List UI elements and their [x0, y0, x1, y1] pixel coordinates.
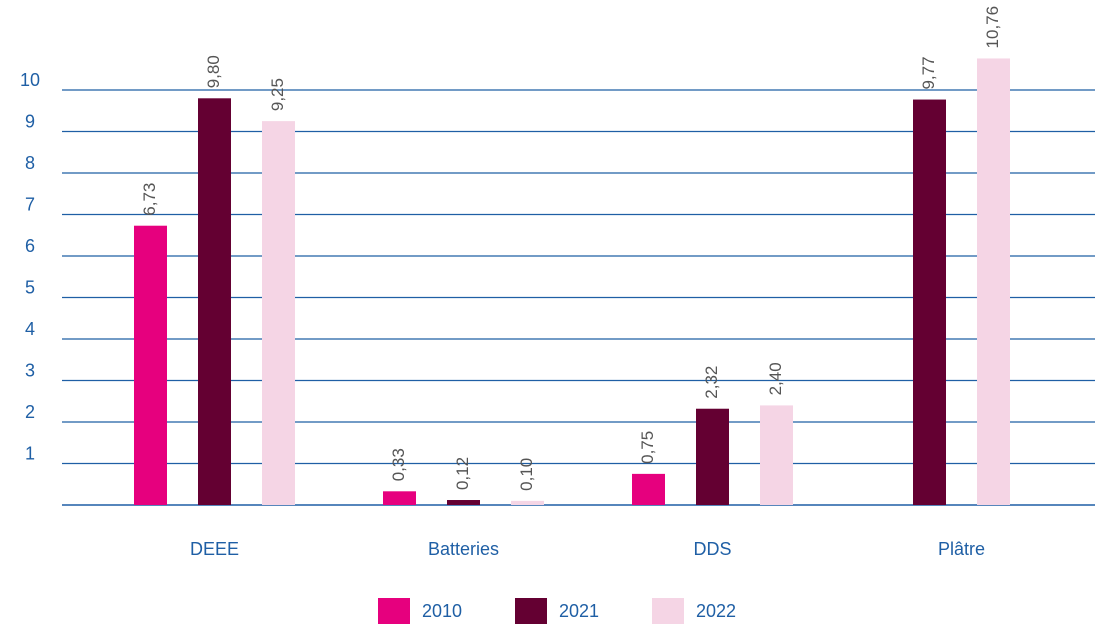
- value-label: 2,32: [702, 366, 721, 399]
- x-tick-label: DEEE: [190, 539, 239, 559]
- legend-swatch: [652, 598, 684, 624]
- value-label: 9,77: [919, 56, 938, 89]
- x-tick-label: DDS: [693, 539, 731, 559]
- legend-swatch: [515, 598, 547, 624]
- bar: [134, 225, 167, 505]
- value-label: 9,80: [204, 55, 223, 88]
- y-tick-label: 6: [25, 236, 35, 256]
- bar: [511, 500, 544, 505]
- y-tick-label: 5: [25, 277, 35, 297]
- x-tick-label: Plâtre: [938, 539, 985, 559]
- value-label: 9,25: [268, 78, 287, 111]
- bar: [696, 408, 729, 505]
- bar: [447, 500, 480, 505]
- legend-swatch: [378, 598, 410, 624]
- y-tick-label: 10: [20, 70, 40, 90]
- bar: [632, 473, 665, 505]
- legend-label: 2021: [559, 601, 599, 621]
- value-label: 0,33: [389, 448, 408, 481]
- y-tick-label: 3: [25, 360, 35, 380]
- bar: [262, 121, 295, 505]
- bar: [760, 405, 793, 505]
- y-tick-label: 1: [25, 443, 35, 463]
- y-tick-label: 9: [25, 111, 35, 131]
- y-tick-label: 4: [25, 319, 35, 339]
- legend-label: 2022: [696, 601, 736, 621]
- value-label: 2,40: [766, 362, 785, 395]
- value-label: 0,75: [638, 431, 657, 464]
- x-tick-label: Batteries: [428, 539, 499, 559]
- bar: [198, 98, 231, 506]
- value-label: 6,73: [140, 183, 159, 216]
- bar: [913, 99, 946, 506]
- y-tick-label: 2: [25, 402, 35, 422]
- y-tick-label: 7: [25, 194, 35, 214]
- value-label: 0,10: [517, 458, 536, 491]
- y-tick-label: 8: [25, 153, 35, 173]
- value-label: 0,12: [453, 457, 472, 490]
- bar: [383, 491, 416, 505]
- legend-label: 2010: [422, 601, 462, 621]
- bar: [977, 58, 1010, 506]
- value-label: 10,76: [983, 6, 1002, 49]
